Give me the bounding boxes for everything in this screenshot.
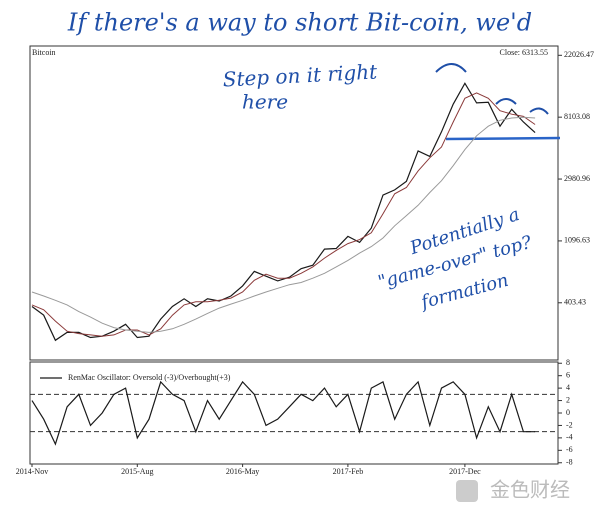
price-frame [29,45,559,361]
x-tick-label: 2015-Aug [121,467,153,476]
y-tick-label: -6 [566,445,573,454]
chart-title: Bitcoin [32,48,56,57]
legend-label: RenMac Oscillator: Oversold (-3)/Overbou… [68,373,231,382]
y-tick-label: 403.43 [564,298,586,307]
price-line [31,92,536,337]
y-tick-label: 4 [566,383,570,392]
price-line [31,82,536,342]
annotation: here [242,90,288,114]
y-tick-label: 2980.96 [564,174,590,183]
x-tick-label: 2017-Feb [333,467,364,476]
hand-line [445,136,561,141]
y-tick-label: 0 [566,408,570,417]
y-tick-label: 22026.47 [564,50,594,59]
annotation: Step on it right [222,59,378,91]
y-tick-label: -2 [566,420,573,429]
x-tick-label: 2016-May [226,467,259,476]
y-tick-label: 8 [566,358,570,367]
y-tick-label: 1096.63 [564,236,590,245]
x-tick-label: 2014-Nov [16,467,48,476]
y-tick-label: 2 [566,395,570,404]
watermark: 金色财经 [490,478,570,502]
annotation: If there's a way to short Bit-coin, we'd [67,9,532,37]
y-tick-label: 6 [566,371,570,380]
close-label: Close: 6313.55 [500,48,548,57]
y-tick-label: 8103.08 [564,112,590,121]
oscillator-line [31,380,536,446]
x-tick-label: 2017-Dec [449,467,481,476]
y-tick-label: -4 [566,433,573,442]
watermark-logo [456,480,478,502]
price-line [31,116,536,333]
y-tick-label: -8 [566,458,573,467]
hand-arc [435,63,549,115]
